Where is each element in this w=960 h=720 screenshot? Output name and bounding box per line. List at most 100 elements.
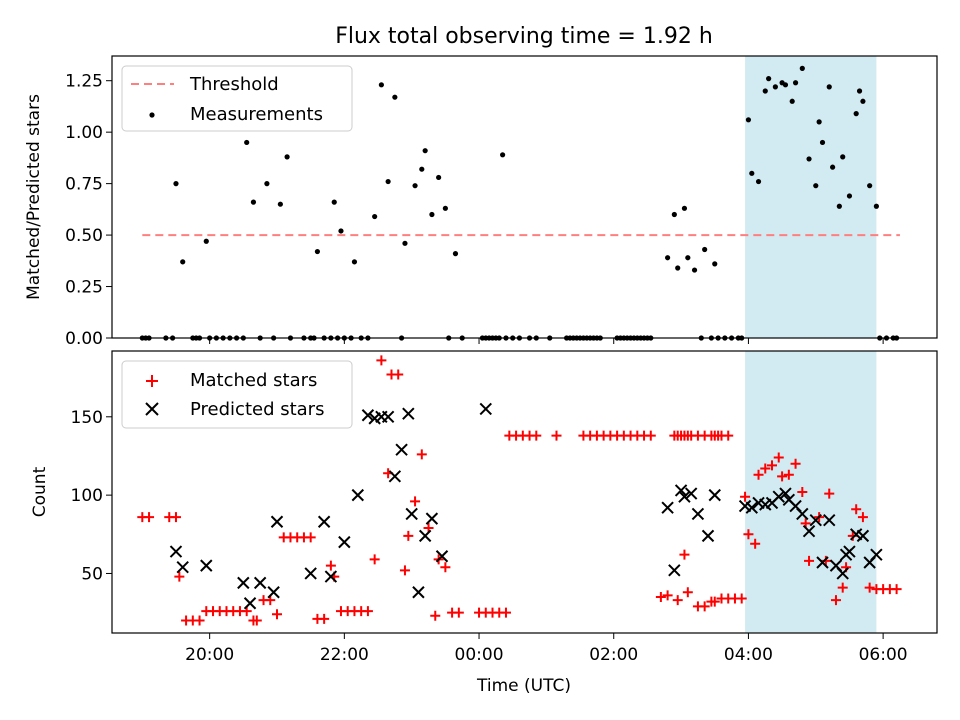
predicted-star-point: [270, 515, 284, 528]
measurement-point: [836, 203, 842, 209]
predicted-star-point: [418, 529, 432, 543]
measurement-point: [782, 82, 789, 88]
matched-star-point: [857, 512, 868, 523]
measurement-point: [681, 205, 688, 211]
measurement-point: [685, 255, 691, 261]
predicted-star-point: [802, 524, 816, 538]
matched-star-point: [750, 538, 761, 549]
matched-star-point: [551, 430, 562, 441]
measurement-point: [351, 259, 358, 265]
measurement-point: [813, 183, 819, 189]
matched-star-point: [682, 587, 693, 598]
measurement-point: [429, 211, 435, 218]
predicted-star-point: [243, 597, 257, 610]
predicted-star-point: [361, 409, 375, 422]
bottom-legend: Matched stars Predicted stars: [121, 360, 353, 429]
matched-star-point: [864, 582, 875, 593]
predicted-star-point: [772, 490, 785, 503]
matched-star-point: [369, 554, 380, 565]
predicted-star-point: [701, 529, 715, 543]
predicted-star-point: [304, 567, 317, 580]
measurement-point: [436, 174, 442, 181]
matched-star-point: [783, 469, 794, 480]
predicted-star-point: [237, 576, 250, 590]
matched-star-point: [531, 430, 542, 441]
measurement-point: [856, 88, 863, 94]
measurement-point: [873, 203, 879, 209]
predicted-star-point: [843, 545, 856, 558]
predicted-star-point: [402, 407, 415, 420]
measurement-point: [867, 183, 873, 189]
measurement-point: [314, 248, 321, 255]
matched-star-point: [399, 565, 410, 576]
matched-star-point: [790, 458, 801, 469]
matched-star-point: [824, 488, 835, 499]
predicted-star-point: [836, 567, 849, 580]
predicted-star-point: [351, 488, 365, 502]
y-tick-label: 1.00: [65, 123, 103, 143]
matched-star-point: [679, 549, 690, 560]
predicted-star-point: [678, 490, 691, 503]
measurement-point: [846, 193, 853, 199]
matched-star-point: [740, 491, 751, 502]
matched-star-point: [847, 530, 858, 541]
top-legend-box: [121, 65, 353, 132]
measurement-point: [665, 255, 671, 261]
predicted-star-point: [395, 443, 408, 456]
y-tick-label: 1.25: [65, 72, 103, 92]
top-highlight-span: [745, 56, 877, 338]
predicted-legend-label: Predicted stars: [190, 399, 324, 420]
matched-star-point: [891, 584, 902, 595]
predicted-star-point: [435, 550, 449, 563]
matched-legend-swatch: [146, 375, 158, 387]
x-tick-label: 00:00: [455, 645, 504, 665]
measurement-point: [331, 199, 337, 205]
predicted-star-point: [708, 488, 721, 502]
matched-star-point: [416, 449, 427, 460]
measurement-point: [789, 98, 795, 104]
measurement-point: [691, 267, 698, 273]
top-x-axis-ticks: [209, 338, 884, 344]
measurement-point: [772, 84, 778, 90]
matched-star-point: [743, 529, 754, 540]
bottom-y-axis-label: Count: [30, 466, 50, 517]
matched-star-point: [777, 471, 788, 482]
y-tick-label: 50: [81, 564, 103, 584]
matched-star-point: [837, 582, 848, 593]
matched-stars-layer: [137, 355, 902, 626]
predicted-star-point: [661, 501, 674, 514]
predicted-star-point: [200, 559, 213, 572]
matched-star-point: [804, 555, 815, 566]
predicted-star-point: [856, 529, 870, 543]
measurement-point: [277, 201, 283, 207]
x-tick-label: 20:00: [185, 645, 234, 665]
y-tick-label: 0.75: [65, 175, 103, 195]
predicted-star-point: [412, 586, 425, 599]
predicted-star-point: [779, 487, 792, 500]
predicted-star-point: [870, 548, 883, 561]
matched-star-point: [655, 591, 666, 602]
measurement-point: [816, 119, 822, 125]
x-tick-label: 22:00: [320, 645, 369, 665]
matched-star-point: [194, 615, 205, 626]
bottom-legend-box: [121, 360, 353, 429]
measurement-point: [284, 154, 290, 160]
predicted-star-point: [338, 535, 351, 549]
matched-star-point: [403, 530, 414, 541]
predicted-star-point: [324, 570, 338, 583]
matched-star-point: [170, 512, 181, 523]
matched-star-point: [736, 593, 747, 604]
measurement-point: [755, 178, 762, 185]
top-plot-frame: [111, 55, 938, 339]
predicted-star-point: [823, 513, 836, 527]
predicted-stars-layer: [169, 402, 883, 610]
matched-star-point: [760, 463, 771, 474]
measurement-point: [792, 80, 799, 86]
predicted-star-point: [674, 484, 688, 497]
top-legend: Threshold Measurements: [121, 65, 353, 132]
matched-star-point: [820, 555, 831, 566]
matched-star-point: [393, 369, 404, 380]
measurement-point: [402, 240, 408, 246]
predicted-star-point: [796, 507, 809, 521]
